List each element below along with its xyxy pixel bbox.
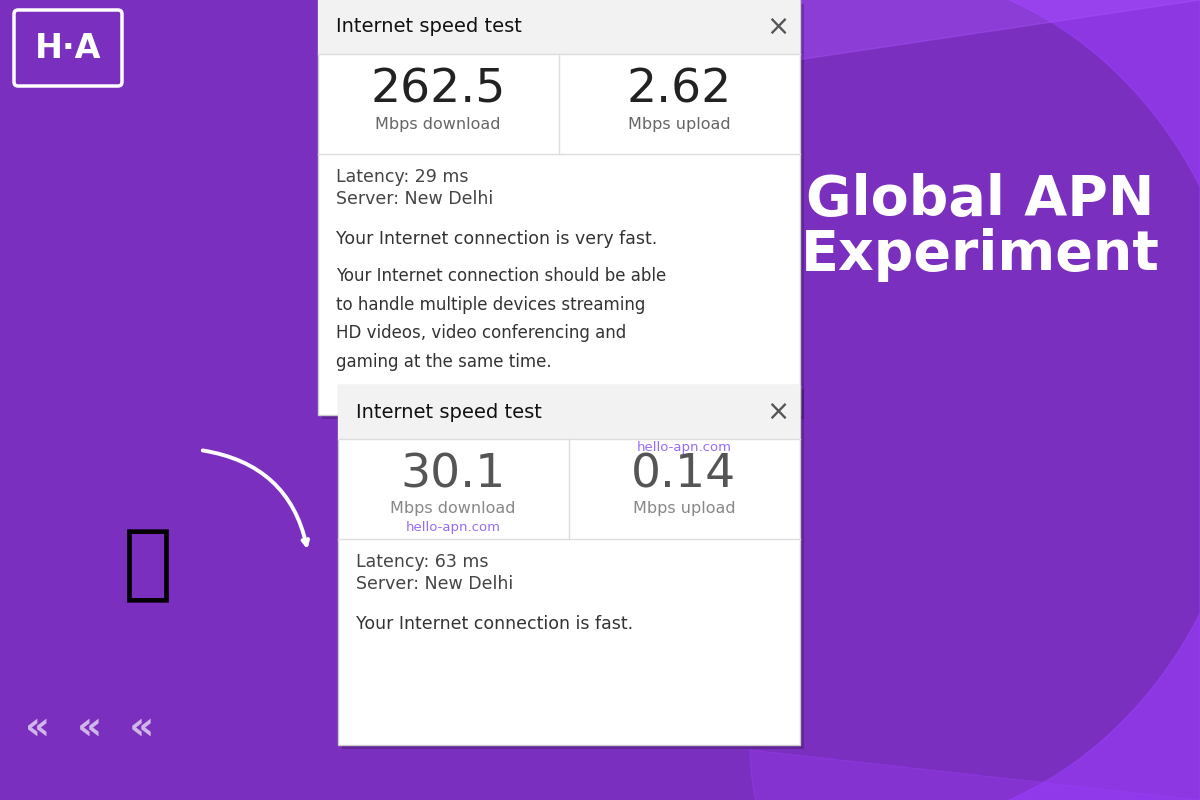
Text: Server: New Delhi: Server: New Delhi — [336, 190, 493, 208]
Text: Internet speed test: Internet speed test — [356, 402, 542, 422]
Text: HD videos, video conferencing and: HD videos, video conferencing and — [336, 324, 626, 342]
Polygon shape — [870, 0, 1200, 800]
Text: Latency: 29 ms: Latency: 29 ms — [336, 168, 468, 186]
Text: Mbps download: Mbps download — [390, 502, 516, 517]
FancyBboxPatch shape — [318, 0, 800, 54]
Text: 🤔: 🤔 — [124, 525, 173, 606]
Text: 0.14: 0.14 — [631, 453, 737, 498]
Text: to handle multiple devices streaming: to handle multiple devices streaming — [336, 296, 646, 314]
Text: ×: × — [767, 13, 790, 41]
FancyBboxPatch shape — [322, 4, 804, 419]
FancyBboxPatch shape — [342, 389, 804, 749]
FancyBboxPatch shape — [318, 0, 800, 415]
Text: Mbps download: Mbps download — [376, 117, 500, 131]
Text: hello-apn.com: hello-apn.com — [406, 521, 500, 534]
FancyBboxPatch shape — [338, 385, 800, 745]
Text: Your Internet connection should be able: Your Internet connection should be able — [336, 267, 666, 285]
Text: ×: × — [767, 398, 790, 426]
Text: 2.62: 2.62 — [626, 67, 732, 113]
Text: 30.1: 30.1 — [401, 453, 505, 498]
Text: Internet speed test: Internet speed test — [336, 18, 522, 37]
Polygon shape — [730, 0, 1200, 70]
Text: «  «  «: « « « — [25, 709, 155, 747]
Text: Mbps upload: Mbps upload — [632, 502, 736, 517]
Polygon shape — [750, 750, 1200, 800]
Text: 262.5: 262.5 — [371, 67, 505, 113]
Text: gaming at the same time.: gaming at the same time. — [336, 353, 552, 371]
Text: Your Internet connection is fast.: Your Internet connection is fast. — [356, 614, 634, 633]
Text: Mbps upload: Mbps upload — [628, 117, 731, 131]
Text: Server: New Delhi: Server: New Delhi — [356, 575, 514, 593]
FancyBboxPatch shape — [14, 10, 122, 86]
Text: H·A: H·A — [35, 31, 101, 65]
Text: hello-apn.com: hello-apn.com — [636, 441, 732, 454]
Text: Global APN: Global APN — [806, 173, 1154, 227]
Text: Experiment: Experiment — [800, 228, 1159, 282]
FancyBboxPatch shape — [338, 385, 800, 439]
Text: Your Internet connection is very fast.: Your Internet connection is very fast. — [336, 230, 658, 248]
Text: Latency: 63 ms: Latency: 63 ms — [356, 553, 488, 571]
